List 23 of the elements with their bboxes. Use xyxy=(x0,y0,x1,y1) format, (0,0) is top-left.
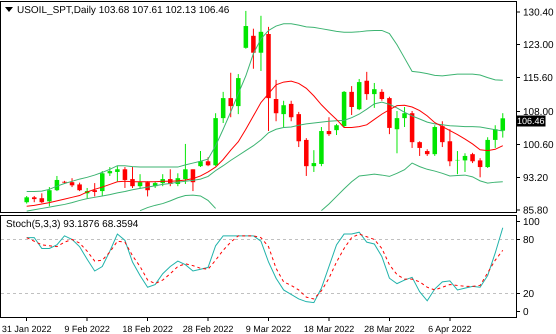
y-tick-label: 80 xyxy=(523,234,535,246)
chart-title: Stoch(5,3,3) 93.1876 68.3594 xyxy=(6,219,139,230)
x-tick-label: 18 Feb 2022 xyxy=(122,324,173,334)
x-tick-label: 28 Feb 2022 xyxy=(182,324,234,334)
chart-title: USOIL_SPT,Daily 103.68 107.61 102.13 106.46 xyxy=(17,5,230,16)
x-tick-label: 9 Mar 2022 xyxy=(246,324,292,334)
x-tick-label: 18 Mar 2022 xyxy=(304,324,354,334)
y-tick-label: 115.60 xyxy=(523,73,554,84)
x-tick-label: 6 Apr 2022 xyxy=(428,324,472,334)
y-tick-label: 0 xyxy=(523,307,529,318)
y-tick-label: 130.40 xyxy=(523,7,554,18)
x-tick-label: 31 Jan 2022 xyxy=(2,324,52,334)
y-tick-label: 85.80 xyxy=(523,206,548,217)
x-tick-label: 9 Feb 2022 xyxy=(64,324,110,334)
y-tick-label: 100.60 xyxy=(523,140,554,151)
text: 106.46 xyxy=(517,116,545,126)
y-tick-label: 123.00 xyxy=(523,40,554,52)
x-tick-label: 28 Mar 2022 xyxy=(364,324,415,334)
y-tick-label: 100 xyxy=(523,216,540,228)
y-tick-label: 20 xyxy=(523,289,535,300)
y-tick-label: 108.00 xyxy=(523,106,554,118)
candlestick xyxy=(455,151,460,174)
y-tick-label: 93.20 xyxy=(523,172,548,184)
